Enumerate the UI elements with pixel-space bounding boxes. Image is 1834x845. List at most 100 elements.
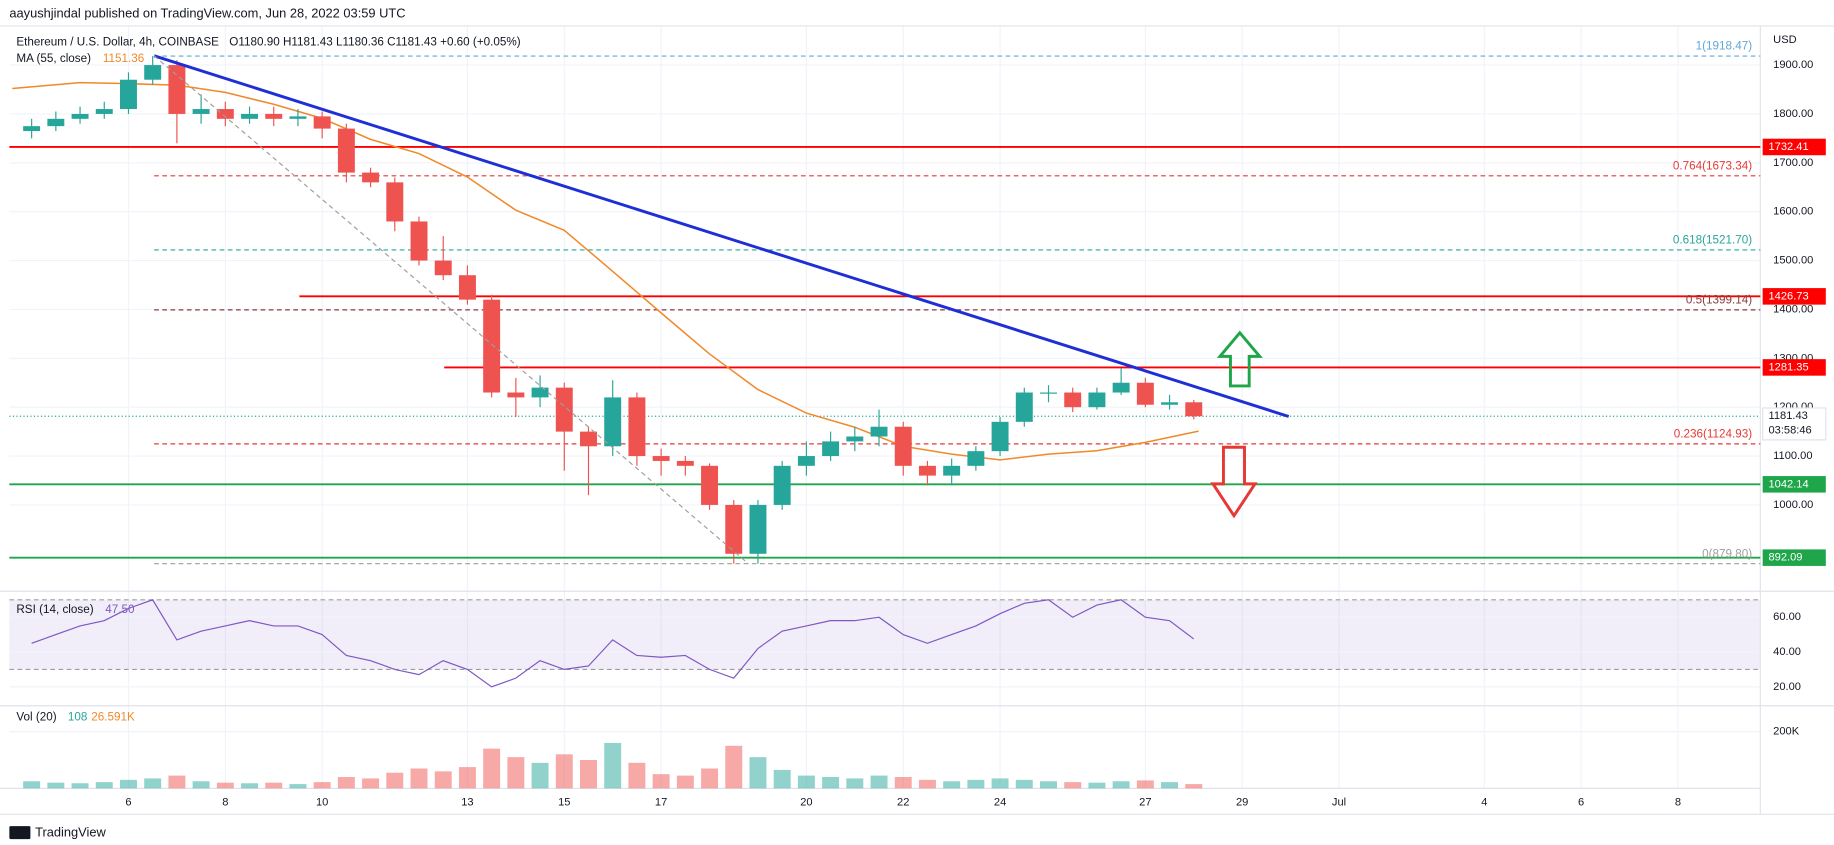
last-price-box (1762, 407, 1827, 441)
candle-body (313, 116, 331, 129)
footer: TradingView (35, 825, 106, 840)
volume-bar (918, 779, 936, 789)
last-price-label: 1181.43 (1769, 410, 1808, 422)
y-tick-label: 1400.00 (1773, 303, 1813, 315)
candle-body (1185, 402, 1203, 417)
volume-bar (531, 762, 549, 789)
candle-body (410, 221, 428, 261)
volume-bar (337, 777, 355, 789)
header: aayushjindal published on TradingView.co… (9, 6, 405, 21)
rsi-line (31, 599, 1195, 688)
candle-body (749, 504, 767, 554)
volume-bar (289, 784, 307, 789)
grid (9, 25, 1761, 789)
price-box-label: 1426.73 (1769, 290, 1809, 302)
candle-body (1088, 392, 1106, 408)
x-tick-label: Jul (1332, 796, 1346, 808)
fib-label: 0.236(1124.93) (1674, 427, 1752, 440)
vol-tick-label: 200K (1773, 726, 1799, 738)
fib-label: 1(1918.47) (1696, 40, 1753, 53)
volume-bar (362, 778, 380, 789)
price-box (1762, 138, 1826, 156)
vol-legend: Vol (20) (16, 711, 56, 724)
volume-bar (894, 777, 912, 789)
x-tick-label: 27 (1139, 796, 1151, 808)
candle-body (507, 392, 525, 398)
candle-body (265, 113, 283, 119)
volume-bar (797, 775, 815, 789)
candle-body (168, 65, 186, 114)
candle-body (1064, 392, 1082, 408)
x-tick-label: 20 (800, 796, 812, 808)
candle-body (23, 126, 41, 132)
candle-body (773, 465, 791, 505)
candle-body (628, 397, 646, 457)
volume-bar (483, 748, 501, 789)
candle-body (386, 182, 404, 222)
volume-bar (47, 782, 65, 789)
vol-ma-value: 26.591K (91, 711, 135, 724)
volume-bar (265, 782, 283, 789)
y-tick-label: 1800.00 (1773, 108, 1813, 120)
volume-bar (386, 772, 404, 789)
candle-body (241, 113, 259, 119)
volume-bar (967, 779, 985, 789)
countdown: 03:58:46 (1769, 424, 1812, 436)
logo (9, 826, 31, 840)
fib-label: 0(879.80) (1702, 547, 1752, 560)
volume-bar (846, 778, 864, 789)
volume-bar (555, 754, 573, 789)
x-tick-label: 15 (558, 796, 570, 808)
volume-bar (241, 783, 259, 789)
candle-body (846, 436, 864, 442)
x-tick-label: 24 (994, 796, 1006, 808)
rsi-tick-label: 20.00 (1773, 681, 1801, 693)
fib-label: 0.5(1399.14) (1686, 293, 1752, 306)
volume-bar (822, 777, 840, 789)
candle-body (943, 465, 961, 476)
candle-body (120, 79, 137, 110)
volume-bar (1185, 784, 1203, 789)
ma-value: 1151.36 (103, 52, 145, 65)
currency: USD (1773, 34, 1796, 46)
candle-body (701, 465, 719, 505)
candle-body (192, 109, 210, 114)
price-box (1762, 476, 1826, 493)
volume-bar (1015, 779, 1033, 789)
volume-bar (1112, 781, 1130, 789)
rsi-band (9, 599, 1761, 670)
volume-bar (434, 771, 452, 789)
volume-bar (1136, 780, 1154, 789)
volume-bar (458, 767, 476, 789)
x-tick-label: 29 (1236, 796, 1248, 808)
vol-value: 108 (68, 711, 88, 724)
x-tick-label: 6 (1578, 796, 1584, 808)
candle-body (144, 65, 162, 80)
candle-body (216, 109, 234, 119)
price-box (1762, 288, 1826, 305)
y-tick-label: 1900.00 (1773, 59, 1813, 71)
candle-body (289, 116, 307, 119)
volume-bar (1040, 781, 1057, 789)
price-box (1762, 359, 1826, 376)
candle-body (71, 113, 89, 119)
volume-bar (1161, 782, 1179, 789)
trendline (153, 54, 1290, 418)
ma-legend: MA (55, close) (16, 52, 91, 65)
candle-body (725, 504, 743, 554)
symbol: Ethereum / U.S. Dollar, 4h, COINBASE (16, 36, 219, 49)
candle-body (555, 387, 573, 432)
volume-bar (870, 775, 888, 789)
candle-body (991, 421, 1009, 452)
x-tick-label: 13 (461, 796, 473, 808)
candle-body (894, 426, 912, 466)
y-tick-label: 1000.00 (1773, 499, 1813, 511)
fib-label: 0.764(1673.34) (1673, 159, 1752, 172)
y-tick-label: 1700.00 (1773, 157, 1813, 169)
volume-bar (628, 762, 646, 789)
up-arrow (1216, 330, 1263, 388)
candle-body (604, 397, 622, 447)
fib-label: 0.618(1521.70) (1673, 234, 1752, 247)
